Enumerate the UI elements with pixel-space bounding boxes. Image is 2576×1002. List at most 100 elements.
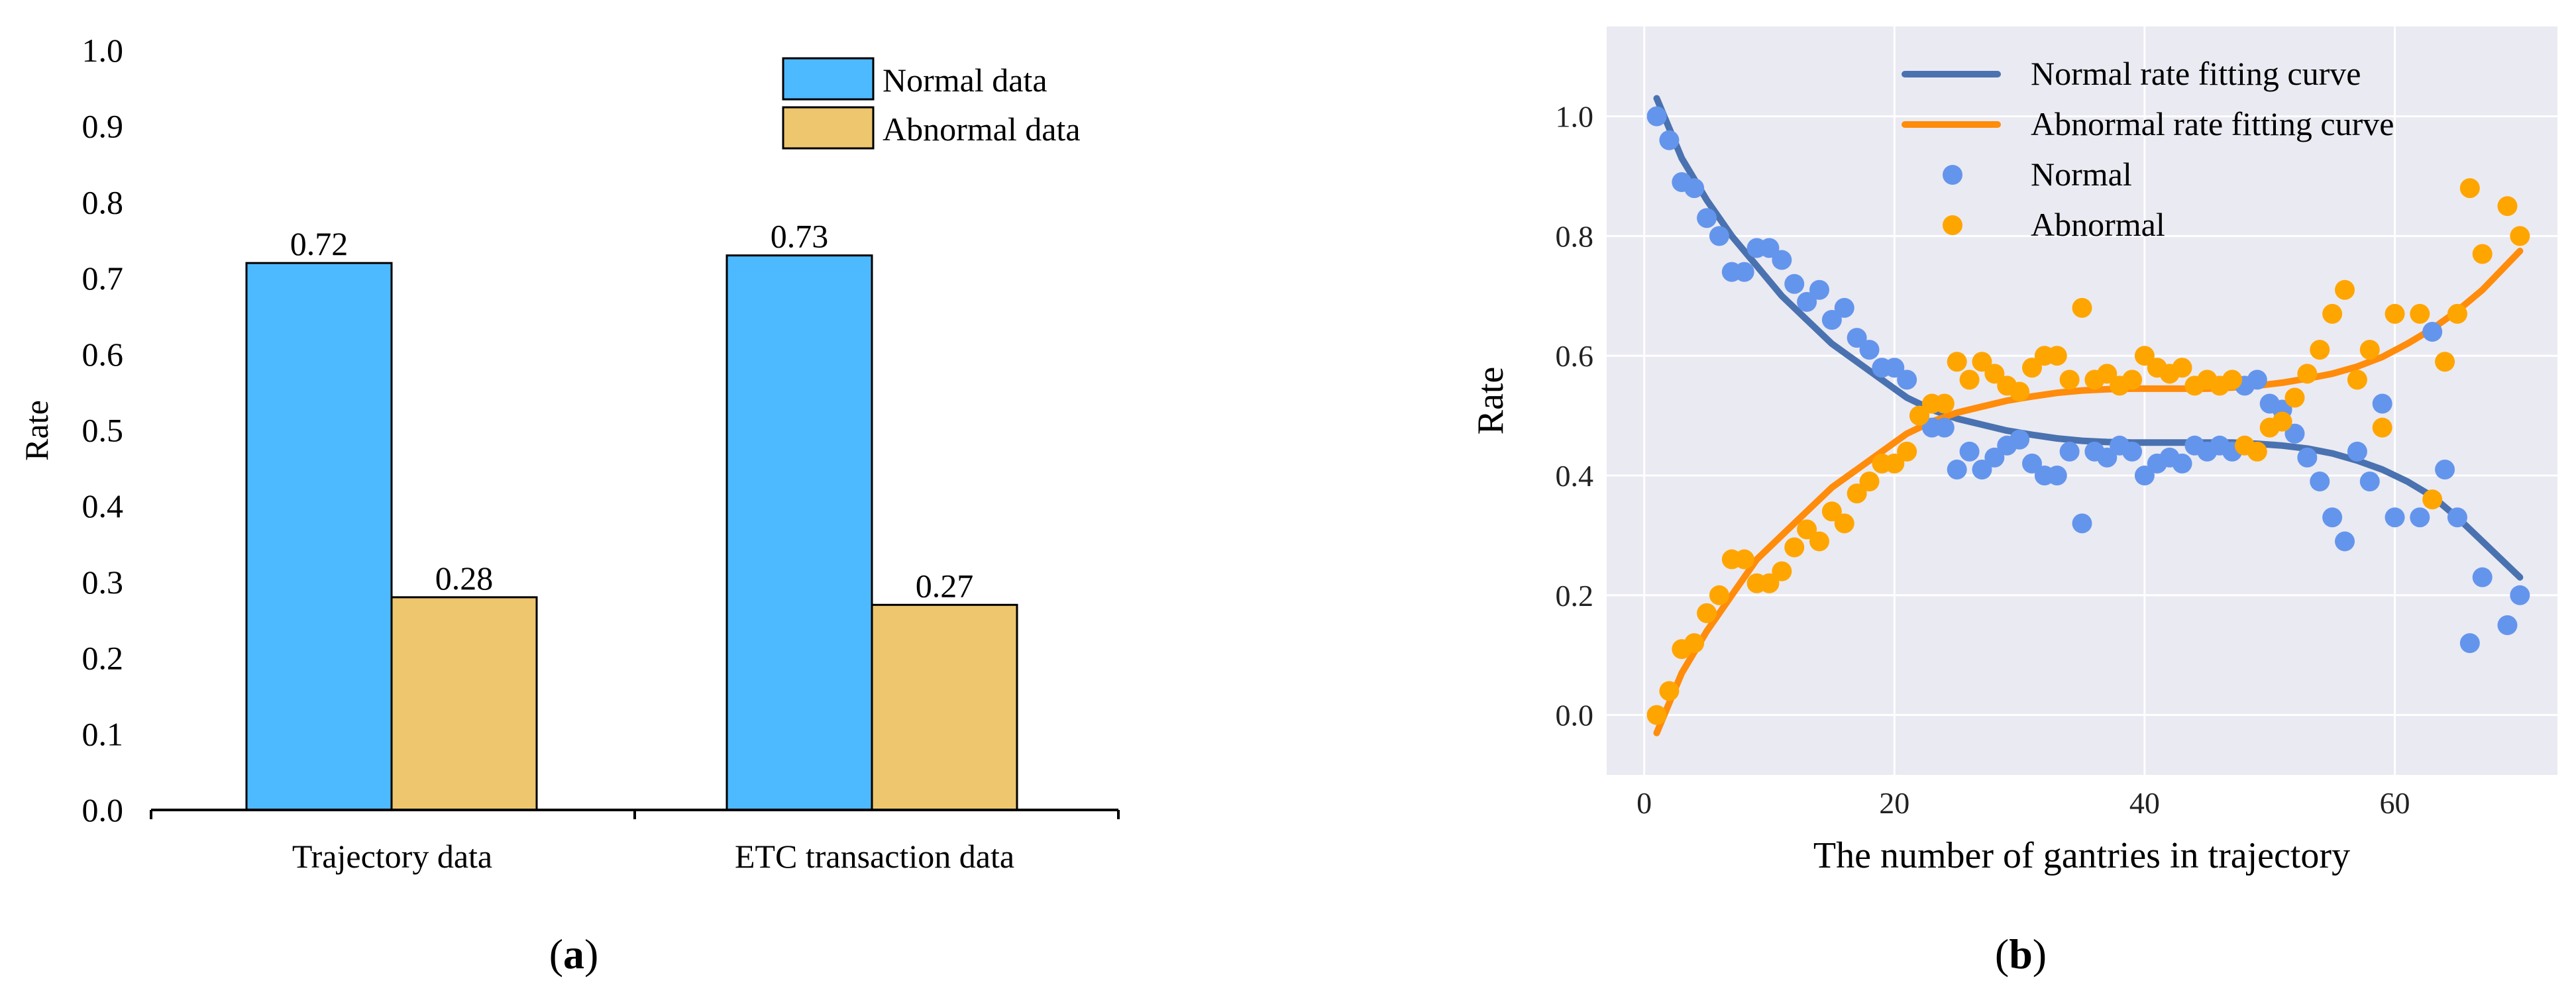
panel-b-y-tick-label: 0.8 <box>1556 219 1594 253</box>
normal-point <box>2021 453 2042 474</box>
normal-point <box>1684 178 1705 199</box>
abnormal-point <box>2072 297 2092 318</box>
panel-a-y-tick-label: 0.1 <box>82 715 124 752</box>
panel-a-category-label-0: Trajectory data <box>292 838 492 875</box>
panel-b-fit-curves <box>1653 95 2524 736</box>
normal-point <box>1797 291 1817 312</box>
normal-point <box>1659 130 1680 150</box>
legend-label-abnormal: Abnormal <box>2031 206 2165 243</box>
normal-point <box>2122 441 2143 462</box>
normal-point <box>1847 328 1867 348</box>
abnormal-point <box>1934 393 1955 414</box>
abnormal-point <box>2372 417 2392 438</box>
normal-point <box>1984 447 2005 468</box>
panel-b-x-tick-label: 60 <box>2380 786 2410 820</box>
abnormal-point <box>2247 441 2267 462</box>
normal-point <box>2284 423 2305 444</box>
legend-label-normal-fit: Normal rate fitting curve <box>2031 55 2361 92</box>
abnormal-point <box>2097 364 2118 384</box>
normal-point <box>2322 507 2343 528</box>
normal-point <box>2347 441 2367 462</box>
abnormal-point <box>2172 358 2192 378</box>
panel-b-x-axis-title: The number of gantries in trajectory <box>1813 835 2350 876</box>
abnormal-point <box>1659 681 1680 701</box>
abnormal-point <box>1947 352 1967 372</box>
abnormal-point <box>2385 303 2405 324</box>
abnormal-point <box>2335 279 2355 300</box>
abnormal-point <box>2010 381 2030 402</box>
normal-point <box>1784 274 1805 294</box>
normal-point <box>1709 226 1729 246</box>
panel-a-y-tick-label: 0.8 <box>82 183 124 221</box>
panel-b-y-tick-label: 0.4 <box>1556 459 1594 493</box>
abnormal-point <box>1809 531 1829 552</box>
panel-a-y-tick-label: 0.9 <box>82 108 124 145</box>
normal-point <box>1734 262 1754 282</box>
abnormal-point <box>1709 585 1729 605</box>
bar-value-label: 0.27 <box>916 567 974 604</box>
normal-point <box>2047 466 2067 485</box>
panel-a-legend: Normal data Abnormal data <box>782 57 1081 150</box>
bar-value-label: 0.72 <box>290 225 349 262</box>
normal-point <box>2472 567 2493 587</box>
abnormal-fit-curve <box>1653 248 2524 736</box>
panel-b-x-tick-label: 20 <box>1879 786 1909 820</box>
panel-b-y-tick-label: 0.6 <box>1556 339 1594 373</box>
abnormal-point <box>1884 453 1905 474</box>
panel-b-y-tick-label: 1.0 <box>1556 100 1594 134</box>
normal-point <box>2310 472 2330 492</box>
normal-point <box>1897 370 1917 390</box>
panel-a-y-tick-label: 0.6 <box>82 336 124 373</box>
abnormal-point <box>2459 178 2480 199</box>
panel-b-caption-letter: b <box>2009 930 2033 977</box>
bar-normal-trajectory <box>245 262 393 811</box>
panel-a-y-axis: 0.0 0.1 0.2 0.3 0.4 0.5 0.6 0.7 0.8 0.9 1.0 <box>82 32 124 828</box>
abnormal-point <box>1759 573 1780 593</box>
normal-point <box>1759 238 1780 258</box>
legend-swatch-normal-data <box>782 57 875 101</box>
panel-b-y-tick-label: 0.0 <box>1556 699 1594 732</box>
normal-point <box>2359 472 2380 492</box>
panel-b-tick-labels: 0 20 40 60 0.0 0.2 0.4 0.6 0.8 1.0 <box>1556 100 2410 820</box>
normal-point <box>1934 417 1955 438</box>
panel-a-y-tick-label: 0.2 <box>82 640 124 677</box>
abnormal-point <box>2284 387 2305 408</box>
normal-point <box>1646 106 1667 126</box>
abnormal-point <box>1984 364 2005 384</box>
abnormal-point <box>2059 370 2080 390</box>
abnormal-point <box>1797 519 1817 540</box>
panel-a-y-tick-label: 0.5 <box>82 412 124 449</box>
abnormal-point <box>1684 633 1705 654</box>
legend-swatch-abnormal-data <box>782 106 875 150</box>
normal-point <box>1697 208 1717 228</box>
bar-abnormal-etc <box>871 603 1018 811</box>
abnormal-point <box>2447 303 2467 324</box>
normal-point <box>2010 429 2030 450</box>
panel-a-caption-letter: a <box>563 930 584 977</box>
normal-point <box>2072 513 2092 534</box>
abnormal-point <box>2497 196 2518 217</box>
abnormal-point <box>1834 513 1854 534</box>
abnormal-point <box>2297 364 2318 384</box>
panel-b-scatter-points <box>1646 106 2530 725</box>
normal-point <box>2385 507 2405 528</box>
panel-b-plot-background <box>1607 26 2557 775</box>
bar-value-label: 0.28 <box>435 560 494 597</box>
legend-label-abnormal-data: Abnormal data <box>883 111 1081 148</box>
abnormal-point <box>2272 411 2292 432</box>
normal-point <box>1772 250 1792 270</box>
panel-a-caption: (a) <box>549 930 599 977</box>
normal-point <box>1884 358 1905 378</box>
panel-a-y-tick-label: 0.7 <box>82 260 124 297</box>
panel-a-y-axis-title: Rate <box>18 400 55 461</box>
abnormal-point <box>2422 489 2443 510</box>
abnormal-point <box>1847 483 1867 504</box>
abnormal-point <box>2472 244 2493 264</box>
abnormal-point <box>2347 370 2367 390</box>
normal-point <box>1821 309 1842 330</box>
normal-point <box>2510 585 2530 605</box>
normal-fit-curve <box>1653 95 2524 581</box>
abnormal-point <box>1646 705 1667 725</box>
normal-point <box>1859 340 1880 360</box>
abnormal-point <box>1697 603 1717 623</box>
